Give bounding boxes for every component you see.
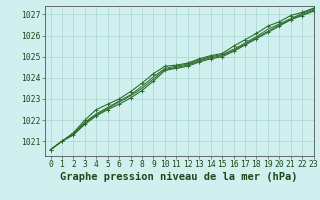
X-axis label: Graphe pression niveau de la mer (hPa): Graphe pression niveau de la mer (hPa) — [60, 172, 298, 182]
